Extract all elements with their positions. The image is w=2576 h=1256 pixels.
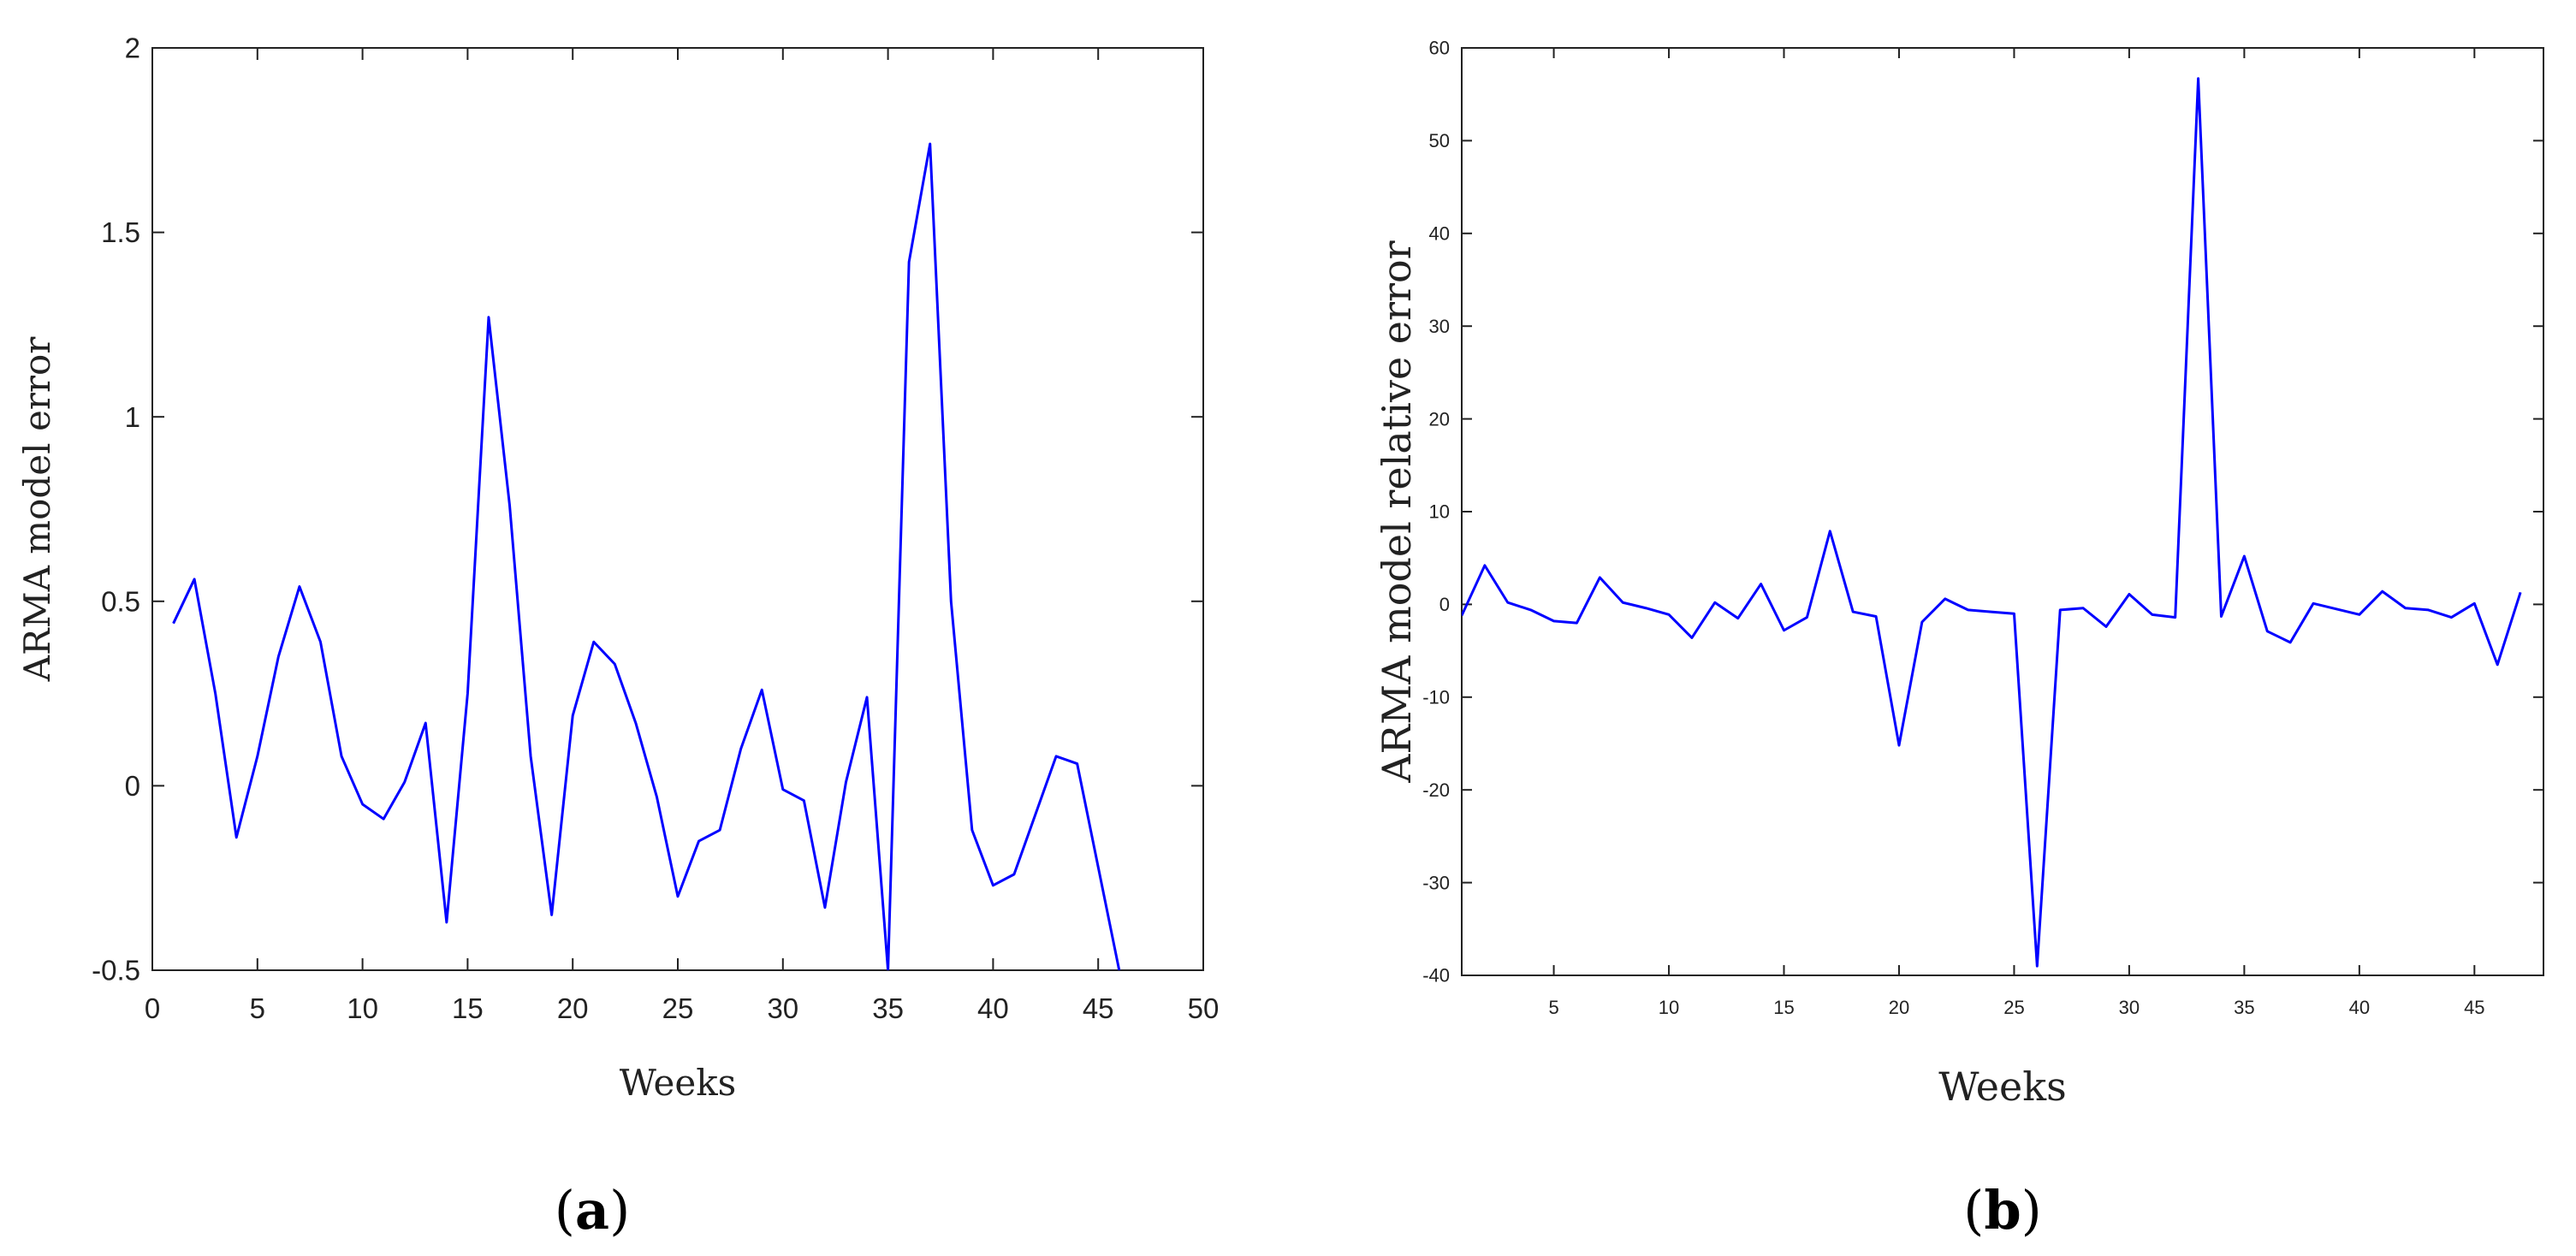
panel-label-open: ( [555,1179,575,1241]
panel-label-letter: b [1984,1179,2021,1241]
panel-label-close: ) [609,1179,630,1241]
series-line [1462,77,2522,968]
x-axis-label: Weeks [620,1062,736,1104]
y-tick-label: 0.5 [101,585,140,617]
y-axis-label: ARMA model error [16,336,58,683]
y-tick-label: -40 [1422,965,1450,986]
plot-frame [151,47,1204,971]
y-tick-label: -30 [1422,872,1450,893]
panel-label: (a) [555,1179,631,1241]
x-tick-label: 45 [2464,997,2484,1018]
y-tick-label: 50 [1429,130,1450,151]
plot-frame [1461,47,2544,976]
y-tick-label: -0.5 [92,955,140,986]
x-tick-label: 5 [250,992,265,1024]
y-tick-label: 0 [1439,594,1450,615]
x-tick-label: 30 [767,992,798,1024]
y-tick-label: 60 [1429,38,1450,59]
x-tick-label: 10 [347,992,378,1024]
y-tick-label: 0 [125,770,140,802]
x-axis-label: Weeks [1938,1063,2066,1110]
panel-label: (b) [1963,1179,2042,1241]
x-tick-label: 20 [557,992,589,1024]
x-tick-label: 20 [1889,997,1909,1018]
x-tick-label: 40 [2349,997,2370,1018]
x-tick-label: 25 [2003,997,2024,1018]
chart-a: 0 5 10 15 20 25 30 35 40 45 50-0.500.511.52WeeksAR… [16,33,1219,1241]
x-tick-label: 5 [1548,997,1558,1018]
x-tick-label: 35 [2234,997,2254,1018]
panel-label-letter: a [575,1179,609,1241]
x-tick-label: 15 [452,992,484,1024]
x-tick-label: 40 [977,992,1009,1024]
y-tick-label: 1.5 [101,216,140,248]
chart-b: 5 10 15 20 25 30 35 40 45 -40 -30 -20 -10 0 10 20 30 40 50… [1374,38,2544,1241]
x-tick-label: 50 [1188,992,1220,1024]
x-tick-label: 0 [145,992,160,1024]
y-axis-label: ARMA model relative error [1374,240,1420,783]
series-line [172,142,1121,970]
x-tick-label: 35 [872,992,904,1024]
y-tick-label: -20 [1422,779,1450,801]
panel-label-close: ) [2021,1179,2042,1241]
y-tick-label: 2 [125,33,140,64]
x-tick-label: 10 [1659,997,1679,1018]
y-tick-label: 40 [1429,223,1450,245]
y-tick-label: 1 [125,401,140,433]
panel-label-open: ( [1963,1179,1984,1241]
y-tick-label: -10 [1422,687,1450,708]
x-tick-label: 30 [2119,997,2140,1018]
x-tick-label: 45 [1083,992,1114,1024]
x-tick-label: 25 [662,992,694,1024]
y-tick-label: 30 [1429,316,1450,337]
y-tick-label: 10 [1429,501,1450,523]
x-tick-label: 15 [1773,997,1794,1018]
y-tick-label: 20 [1429,408,1450,430]
